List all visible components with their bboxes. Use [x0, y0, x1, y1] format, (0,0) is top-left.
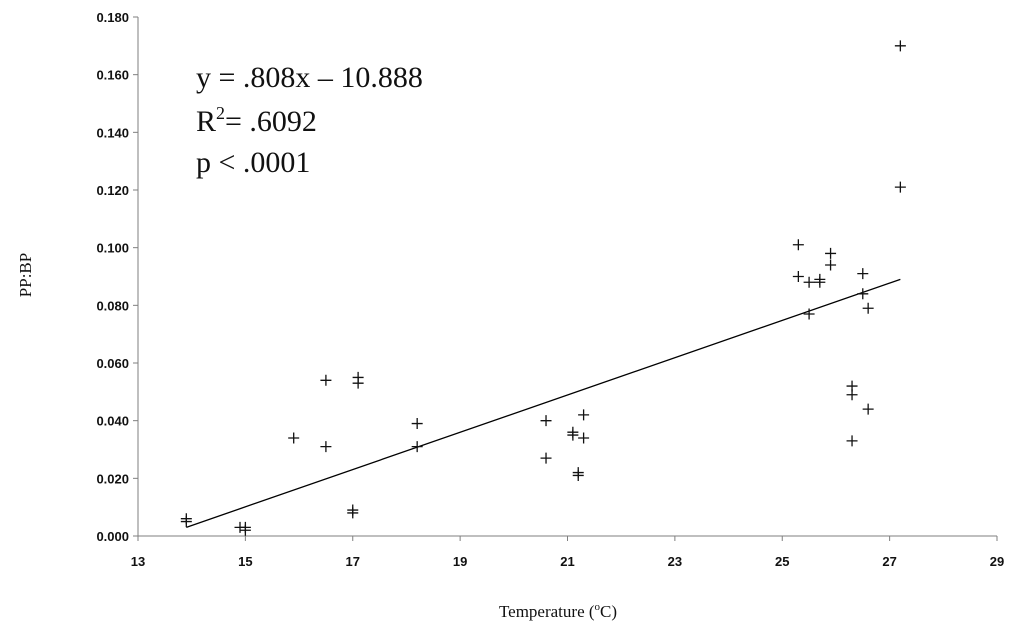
y-tick-label: 0.180 — [96, 10, 129, 25]
x-tick-label: 27 — [882, 554, 896, 569]
data-point-marker — [894, 181, 906, 193]
data-point-marker — [239, 521, 251, 533]
x-tick-label: 29 — [990, 554, 1004, 569]
data-point-marker — [180, 516, 192, 528]
data-point-marker — [578, 409, 590, 421]
data-point-marker — [814, 273, 826, 285]
data-point-marker — [825, 259, 837, 271]
x-tick-label: 19 — [453, 554, 467, 569]
axes — [137, 17, 997, 537]
y-tick-label: 0.140 — [96, 125, 129, 140]
data-point-marker — [578, 432, 590, 444]
data-point-marker — [352, 377, 364, 389]
data-point-marker — [411, 441, 423, 453]
p-value: p < .0001 — [196, 146, 310, 179]
data-point-marker — [572, 467, 584, 479]
x-axis-title: Temperature (oC) — [499, 601, 617, 621]
x-tick-label: 13 — [131, 554, 145, 569]
x-ticks: 13 15 17 19 21 23 25 27 29 — [131, 536, 1004, 569]
y-tick-label: 0.040 — [96, 414, 129, 429]
data-point-marker — [792, 239, 804, 251]
data-point-marker — [320, 374, 332, 386]
data-point-marker — [347, 507, 359, 519]
data-point-marker — [803, 276, 815, 288]
data-point-marker — [857, 288, 869, 300]
x-tick-label: 15 — [238, 554, 252, 569]
y-tick-label: 0.080 — [96, 298, 129, 313]
data-point-marker — [320, 441, 332, 453]
data-point-marker — [288, 432, 300, 444]
x-tick-label: 25 — [775, 554, 789, 569]
x-tick-label: 17 — [346, 554, 360, 569]
data-point-marker — [803, 308, 815, 320]
regression-equation: y = .808x – 10.888 — [196, 61, 423, 94]
y-axis-title: PP:BP — [16, 253, 35, 297]
x-tick-label: 23 — [668, 554, 682, 569]
data-point-marker — [411, 418, 423, 430]
trendline — [186, 278, 901, 528]
data-point-marker — [857, 268, 869, 280]
data-point-marker — [567, 426, 579, 438]
data-point-marker — [540, 452, 552, 464]
trendline-group — [186, 278, 901, 528]
data-points — [180, 40, 906, 536]
data-point-marker — [846, 389, 858, 401]
data-point-marker — [792, 271, 804, 282]
y-tick-label: 0.160 — [96, 68, 129, 83]
data-point-marker — [846, 435, 858, 447]
data-point-marker — [862, 403, 874, 415]
y-ticks: 0.000 0.020 0.040 0.060 0.080 0.100 0.120 0.140… — [96, 10, 138, 544]
data-point-marker — [825, 247, 837, 259]
y-tick-label: 0.020 — [96, 471, 129, 486]
data-point-marker — [894, 40, 906, 52]
x-tick-label: 21 — [560, 554, 574, 569]
y-tick-label: 0.060 — [96, 356, 129, 371]
r-squared: R2= .6092 — [196, 103, 317, 138]
data-point-marker — [862, 302, 874, 314]
y-tick-label: 0.120 — [96, 183, 129, 198]
y-tick-label: 0.100 — [96, 241, 129, 256]
data-point-marker — [540, 415, 552, 427]
y-tick-label: 0.000 — [96, 529, 129, 544]
